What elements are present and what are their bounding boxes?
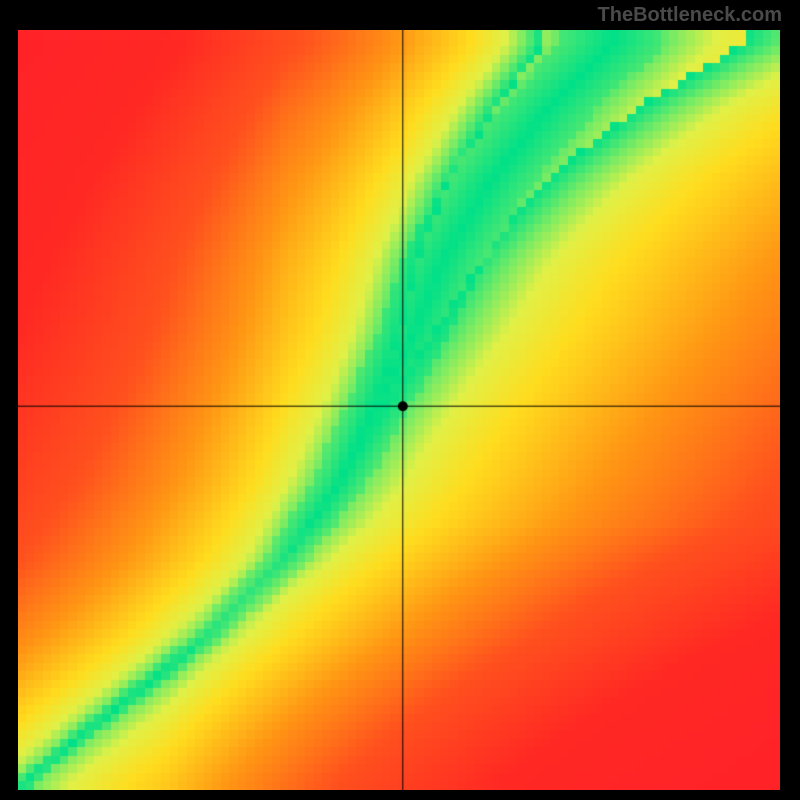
heatmap-canvas (18, 30, 780, 790)
heatmap-plot (18, 30, 780, 790)
watermark-text: TheBottleneck.com (598, 4, 782, 27)
